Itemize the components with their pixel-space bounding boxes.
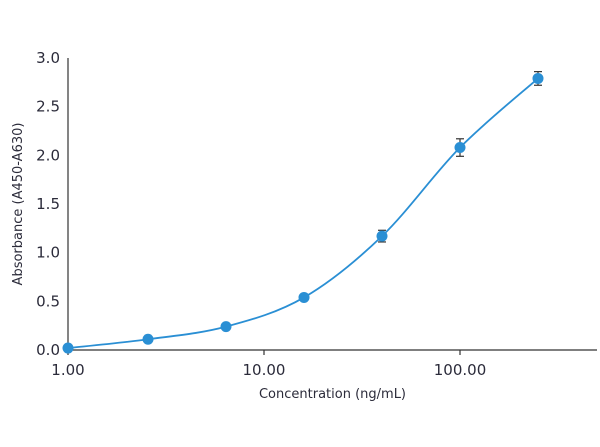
data-point bbox=[298, 291, 310, 303]
y-tick-label: 2.0 bbox=[36, 146, 60, 164]
x-tick-label: 10.00 bbox=[243, 361, 286, 379]
data-point bbox=[376, 230, 388, 242]
y-tick-label: 1.0 bbox=[36, 244, 60, 262]
data-point bbox=[62, 342, 74, 354]
y-tick-label: 1.5 bbox=[36, 195, 60, 213]
x-axis-title: Concentration (ng/mL) bbox=[259, 387, 406, 402]
fit-curve bbox=[67, 77, 539, 349]
y-tick-label: 0.0 bbox=[36, 341, 60, 359]
data-point bbox=[532, 72, 544, 84]
x-tick-label: 100.00 bbox=[434, 361, 487, 379]
x-ticks: 1.00 10.00 100.00 bbox=[51, 350, 486, 379]
y-tick-label: 2.5 bbox=[36, 98, 60, 116]
data-points bbox=[62, 71, 544, 354]
data-point bbox=[142, 333, 154, 345]
data-point bbox=[220, 321, 232, 333]
y-tick-label: 3.0 bbox=[36, 49, 60, 67]
x-tick-label: 1.00 bbox=[51, 361, 84, 379]
y-ticks: 0.0 0.5 1.0 1.5 2.0 2.5 3.0 bbox=[36, 49, 60, 359]
y-tick-label: 0.5 bbox=[36, 292, 60, 310]
y-axis-title: Absorbance (A450-A630) bbox=[11, 123, 26, 286]
data-point bbox=[454, 142, 466, 154]
axes bbox=[67, 58, 597, 351]
